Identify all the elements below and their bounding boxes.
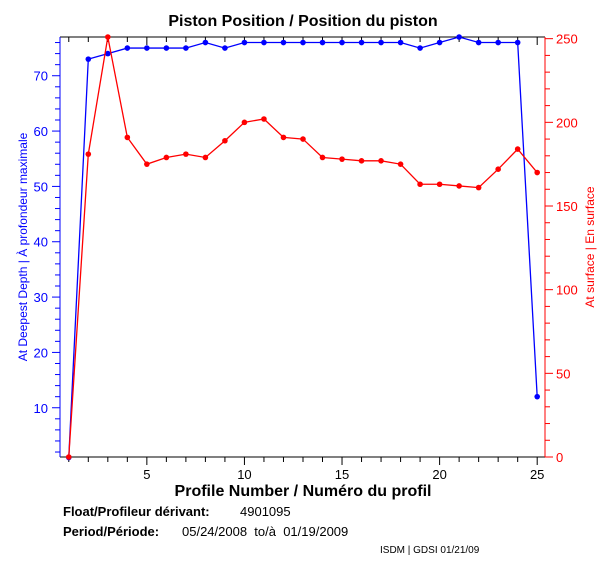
y-left-axis-label: At Deepest Depth | À profondeur maximale xyxy=(15,132,30,361)
surface-point xyxy=(183,151,189,157)
y-left-tick-label: 40 xyxy=(34,235,48,250)
deepest-depth-point xyxy=(417,45,423,51)
deepest-depth-point xyxy=(514,39,521,46)
y-right-axis-label: At surface | En surface xyxy=(583,186,597,307)
deepest-depth-point xyxy=(534,393,540,400)
y-left-tick-label: 20 xyxy=(34,345,48,360)
surface-point xyxy=(456,183,462,189)
deepest-depth-point xyxy=(144,45,150,51)
period-label: Period/Période: xyxy=(63,524,159,539)
y-left-tick-label: 70 xyxy=(34,69,48,84)
deepest-depth-point xyxy=(222,45,228,51)
period-value: 05/24/2008 to/à 01/19/2009 xyxy=(182,524,348,539)
deepest-depth-point xyxy=(183,45,189,51)
deepest-depth-point xyxy=(85,56,92,62)
x-tick-label: 10 xyxy=(237,467,251,482)
surface-point xyxy=(475,184,482,191)
surface-point xyxy=(417,181,423,188)
surface-point xyxy=(436,181,443,188)
y-right-tick-label: 150 xyxy=(556,199,578,214)
surface-point xyxy=(280,134,287,141)
y-right-tick-label: 100 xyxy=(556,283,578,298)
deepest-depth-point xyxy=(124,45,131,51)
deepest-depth-point xyxy=(163,45,170,51)
surface-point xyxy=(300,136,306,142)
y-left-tick-label: 50 xyxy=(34,179,48,194)
surface-point xyxy=(202,154,209,161)
deepest-depth-series-line xyxy=(68,36,538,458)
x-tick-label: 15 xyxy=(335,467,349,482)
y-left-tick-label: 60 xyxy=(34,124,48,139)
surface-point xyxy=(105,34,111,40)
deepest-depth-point xyxy=(456,34,462,40)
x-tick-label: 5 xyxy=(143,467,150,482)
surface-point xyxy=(144,161,150,167)
surface-point xyxy=(65,454,72,460)
deepest-depth-point xyxy=(436,39,443,46)
y-right-tick-label: 50 xyxy=(556,366,570,381)
y-right-tick-label: 0 xyxy=(556,450,563,465)
deepest-depth-point xyxy=(495,39,501,46)
deepest-depth-point xyxy=(397,39,404,46)
y-left-tick-label: 30 xyxy=(34,290,48,305)
deepest-depth-point xyxy=(358,39,365,46)
surface-point xyxy=(378,158,384,164)
y-left-tick-label: 10 xyxy=(34,401,48,416)
surface-point xyxy=(339,156,345,162)
x-axis-label: Profile Number / Numéro du profil xyxy=(175,483,432,500)
deepest-depth-point xyxy=(280,39,287,46)
surface-point xyxy=(222,137,228,144)
surface-point xyxy=(85,151,92,157)
surface-point xyxy=(124,134,131,141)
surface-point xyxy=(241,119,248,126)
deepest-depth-point xyxy=(300,39,306,46)
surface-series-line xyxy=(68,36,538,458)
deepest-depth-point xyxy=(105,50,111,57)
chart-title: Piston Position / Position du piston xyxy=(168,13,437,30)
surface-point xyxy=(261,116,267,122)
surface-point xyxy=(397,161,404,167)
float-label: Float/Profileur dérivant: xyxy=(63,504,210,519)
deepest-depth-point xyxy=(475,39,482,46)
x-tick-label: 25 xyxy=(530,467,544,482)
surface-point xyxy=(358,158,365,164)
y-right-tick-label: 200 xyxy=(556,115,578,130)
deepest-depth-point xyxy=(202,39,209,46)
y-right-tick-label: 250 xyxy=(556,32,578,47)
x-tick-label: 20 xyxy=(432,467,446,482)
float-value: 4901095 xyxy=(240,504,291,519)
deepest-depth-point xyxy=(261,39,267,46)
deepest-depth-point xyxy=(339,39,345,46)
surface-point xyxy=(495,166,501,172)
surface-point xyxy=(514,146,521,152)
credit-text: ISDM | GDSI 01/21/09 xyxy=(380,545,480,556)
deepest-depth-point xyxy=(378,39,384,46)
surface-point xyxy=(319,154,326,161)
deepest-depth-point xyxy=(241,39,248,46)
deepest-depth-point xyxy=(319,39,326,46)
surface-point xyxy=(534,169,540,176)
surface-point xyxy=(163,154,170,161)
